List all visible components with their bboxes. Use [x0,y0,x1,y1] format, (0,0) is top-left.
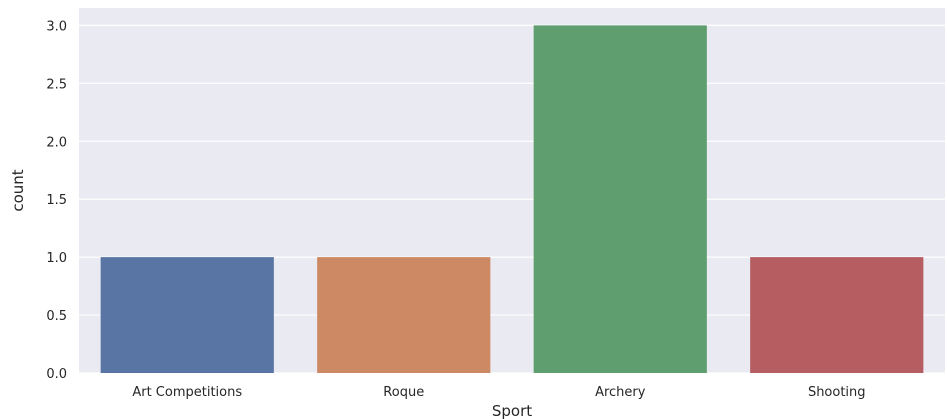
y-tick-label: 1.0 [46,251,67,266]
x-axis-label: Sport [492,402,532,419]
y-tick-label: 0.5 [46,309,67,324]
y-tick-label: 2.5 [46,77,67,92]
bar-art-competitions [100,257,274,373]
y-axis-label: count [9,169,27,211]
bar-roque [317,257,491,373]
x-tick-label: Roque [383,385,424,400]
x-tick-label: Shooting [808,385,866,400]
y-tick-label: 3.0 [46,19,67,34]
x-tick-label: Art Competitions [132,385,242,400]
y-tick-label: 1.5 [46,193,67,208]
y-tick-labels: 0.0 0.5 1.0 1.5 2.0 2.5 3.0 [46,19,67,382]
x-tick-labels: Art Competitions Roque Archery Shooting [132,385,865,400]
x-tick-label: Archery [595,385,646,400]
bars [100,25,924,374]
bar-archery [533,25,707,374]
y-tick-label: 2.0 [46,135,67,150]
bar-shooting [750,257,924,373]
y-tick-label: 0.0 [46,367,67,382]
